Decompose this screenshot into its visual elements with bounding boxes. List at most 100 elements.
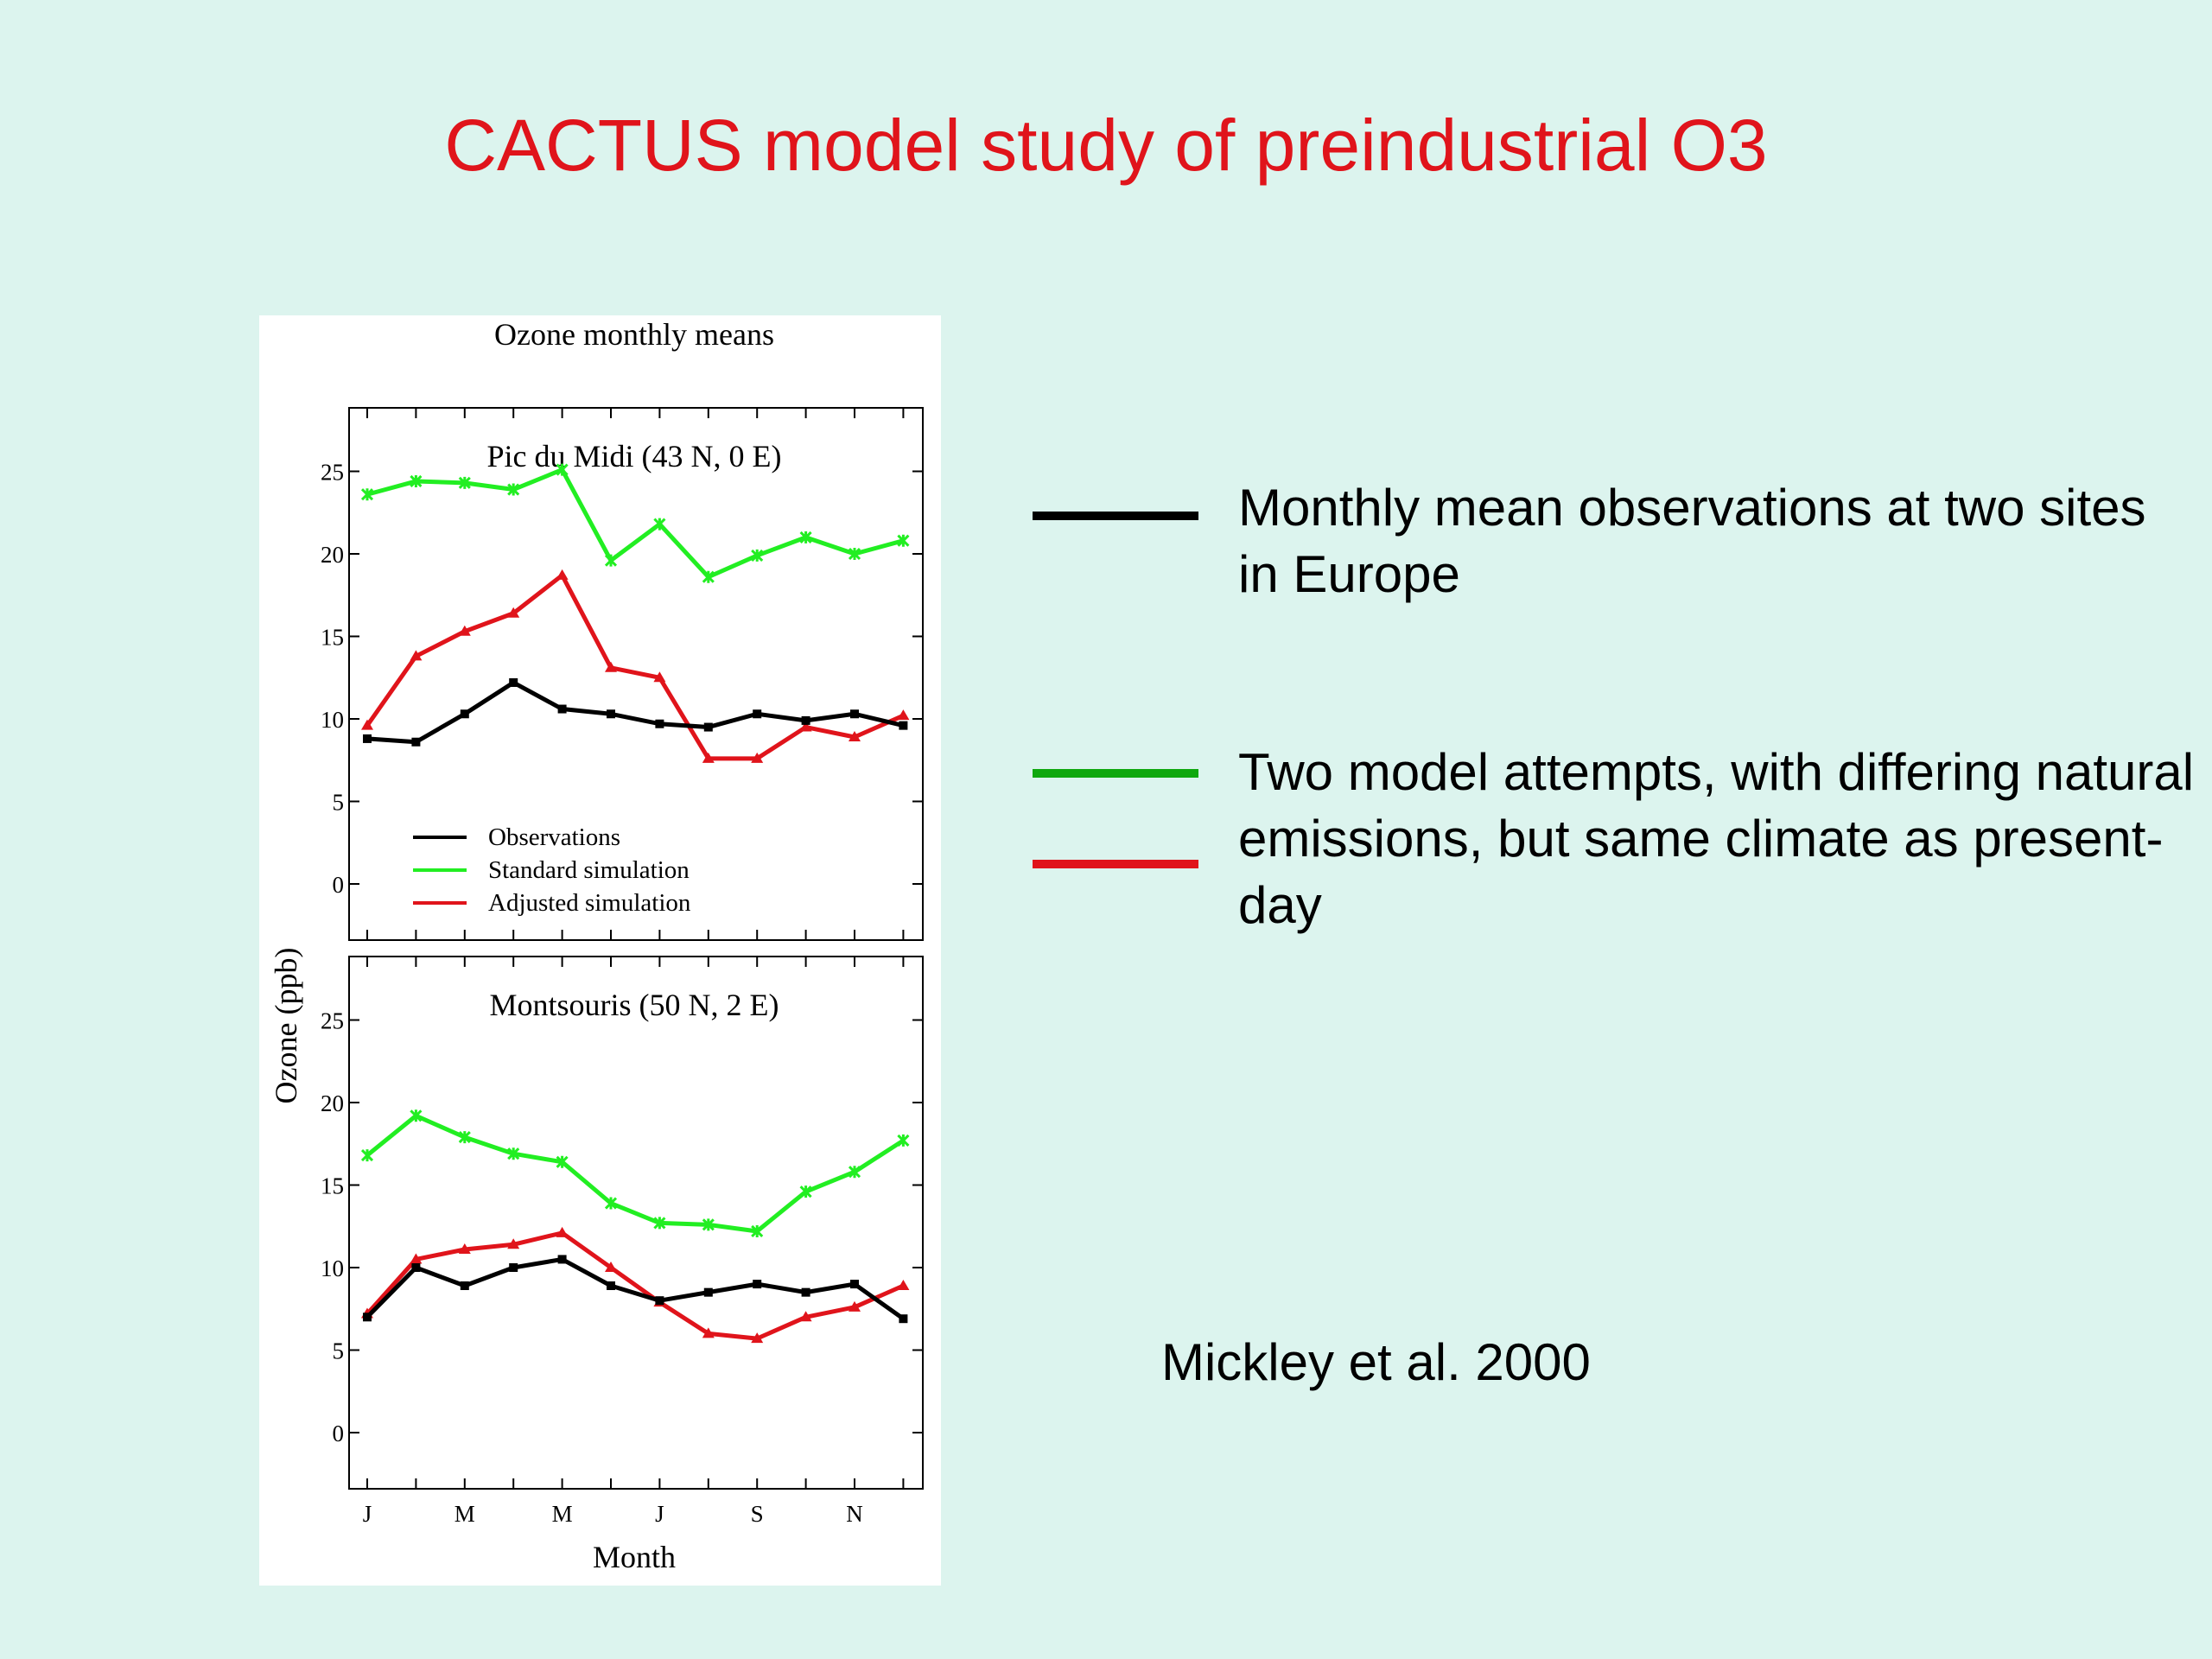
- data-point: [411, 737, 421, 747]
- data-point: [899, 721, 908, 730]
- data-point: [801, 1287, 810, 1297]
- data-point: [507, 607, 520, 618]
- data-point: [458, 476, 471, 489]
- legend-label: Adjusted simulation: [488, 889, 691, 917]
- data-point: [702, 1218, 715, 1231]
- x-axis-label: Month: [593, 1540, 676, 1574]
- data-point: [411, 1263, 421, 1272]
- x-tick-label: N: [846, 1501, 863, 1527]
- data-point: [849, 731, 861, 742]
- data-point: [702, 752, 715, 763]
- y-tick-label: 5: [333, 790, 345, 816]
- x-tick-label: M: [454, 1501, 475, 1527]
- data-point: [410, 474, 423, 488]
- data-point: [897, 534, 910, 547]
- y-tick-label: 10: [321, 707, 344, 733]
- series-line-1: [366, 467, 905, 580]
- data-point: [507, 483, 520, 496]
- series-line-0: [365, 1256, 905, 1321]
- data-point: [458, 625, 471, 636]
- chart-panel-2: 0 5 10 15 20 25 Montsouris (50 N, 2 E): [321, 956, 924, 1490]
- data-point: [751, 1332, 764, 1344]
- chart-panel-1: 0 5 10 15 20 25 Pic du Midi (43 N, 0 E): [321, 407, 924, 941]
- data-point: [751, 752, 764, 763]
- data-point: [702, 570, 715, 583]
- y-tick-label: 25: [321, 460, 344, 486]
- data-point: [556, 1155, 569, 1168]
- data-point: [507, 1238, 520, 1249]
- legend-label: Standard simulation: [488, 856, 690, 884]
- series-line-1: [365, 1113, 905, 1234]
- data-point: [556, 1226, 569, 1237]
- slide-title: CACTUS model study of preindustrial O3: [444, 105, 1768, 186]
- y-tick-label: 0: [333, 872, 345, 898]
- y-axis-label: Ozone (ppb): [269, 948, 303, 1104]
- panel-title: Montsouris (50 N, 2 E): [490, 988, 779, 1022]
- data-point: [460, 709, 469, 719]
- y-tick-label: 25: [321, 1008, 344, 1034]
- legend-swatch-observations: [1033, 512, 1198, 520]
- data-point: [605, 661, 617, 672]
- data-point: [751, 549, 764, 562]
- data-point: [607, 1281, 615, 1291]
- data-point: [557, 1255, 567, 1264]
- y-tick-label: 15: [321, 1173, 344, 1199]
- x-tick-label: J: [655, 1501, 664, 1527]
- data-point: [850, 709, 859, 719]
- data-point: [363, 734, 372, 743]
- plot-frame: [348, 407, 924, 941]
- data-point: [653, 671, 666, 683]
- data-point: [848, 547, 861, 561]
- y-tick-label: 0: [333, 1421, 345, 1446]
- data-point: [897, 709, 910, 721]
- chart-panels: 0 5 10 15 20 25 Pic du Midi (43 N, 0 E) 0 5 10 15 2…: [321, 407, 924, 1527]
- plot-frame: [348, 956, 924, 1490]
- chart-svg: Ozone monthly means Ozone (ppb) Month 0 5…: [269, 317, 924, 1574]
- data-point: [363, 1313, 372, 1322]
- chart-figure: Ozone monthly means Ozone (ppb) Month 0 5…: [259, 315, 941, 1586]
- legend-label: Observations: [488, 823, 620, 851]
- data-point: [360, 488, 374, 501]
- y-tick-label: 5: [333, 1338, 345, 1364]
- y-tick-label: 15: [321, 625, 344, 651]
- data-point: [509, 1263, 518, 1272]
- data-point: [702, 1327, 715, 1338]
- data-point: [799, 721, 812, 732]
- data-point: [410, 1253, 423, 1264]
- data-point: [607, 709, 615, 719]
- data-point: [850, 1280, 859, 1289]
- citation: Mickley et al. 2000: [1161, 1333, 1591, 1391]
- data-point: [753, 709, 762, 719]
- data-point: [799, 1311, 812, 1322]
- data-point: [801, 715, 810, 725]
- data-point: [753, 1280, 762, 1289]
- data-point: [897, 1134, 910, 1147]
- x-tick-label: M: [552, 1501, 573, 1527]
- series-line-2: [365, 1230, 905, 1341]
- data-point: [360, 1149, 374, 1162]
- data-point: [556, 569, 569, 580]
- data-point: [361, 719, 373, 730]
- data-point: [458, 1243, 471, 1254]
- data-point: [604, 554, 618, 567]
- data-point: [703, 1287, 713, 1297]
- data-point: [655, 719, 664, 728]
- series-line-2: [365, 573, 905, 761]
- data-point: [460, 1281, 469, 1291]
- data-point: [410, 650, 423, 661]
- figure-title: Ozone monthly means: [494, 317, 774, 352]
- data-point: [605, 1262, 617, 1272]
- series-line-0: [366, 680, 904, 745]
- data-point: [799, 1185, 812, 1198]
- data-point: [458, 1131, 471, 1144]
- data-point: [410, 1109, 423, 1122]
- y-tick-label: 20: [321, 1090, 344, 1116]
- legend-swatch-standard: [1033, 769, 1198, 778]
- panel-title: Pic du Midi (43 N, 0 E): [487, 439, 782, 474]
- data-point: [751, 1224, 764, 1238]
- data-point: [557, 704, 567, 714]
- y-tick-label: 10: [321, 1255, 344, 1281]
- data-point: [653, 1217, 666, 1230]
- data-point: [703, 722, 713, 732]
- data-point: [509, 677, 518, 687]
